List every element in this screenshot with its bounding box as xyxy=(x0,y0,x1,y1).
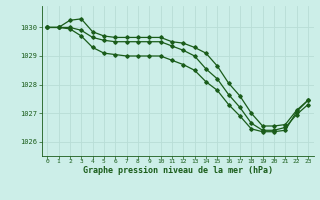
X-axis label: Graphe pression niveau de la mer (hPa): Graphe pression niveau de la mer (hPa) xyxy=(83,166,273,175)
